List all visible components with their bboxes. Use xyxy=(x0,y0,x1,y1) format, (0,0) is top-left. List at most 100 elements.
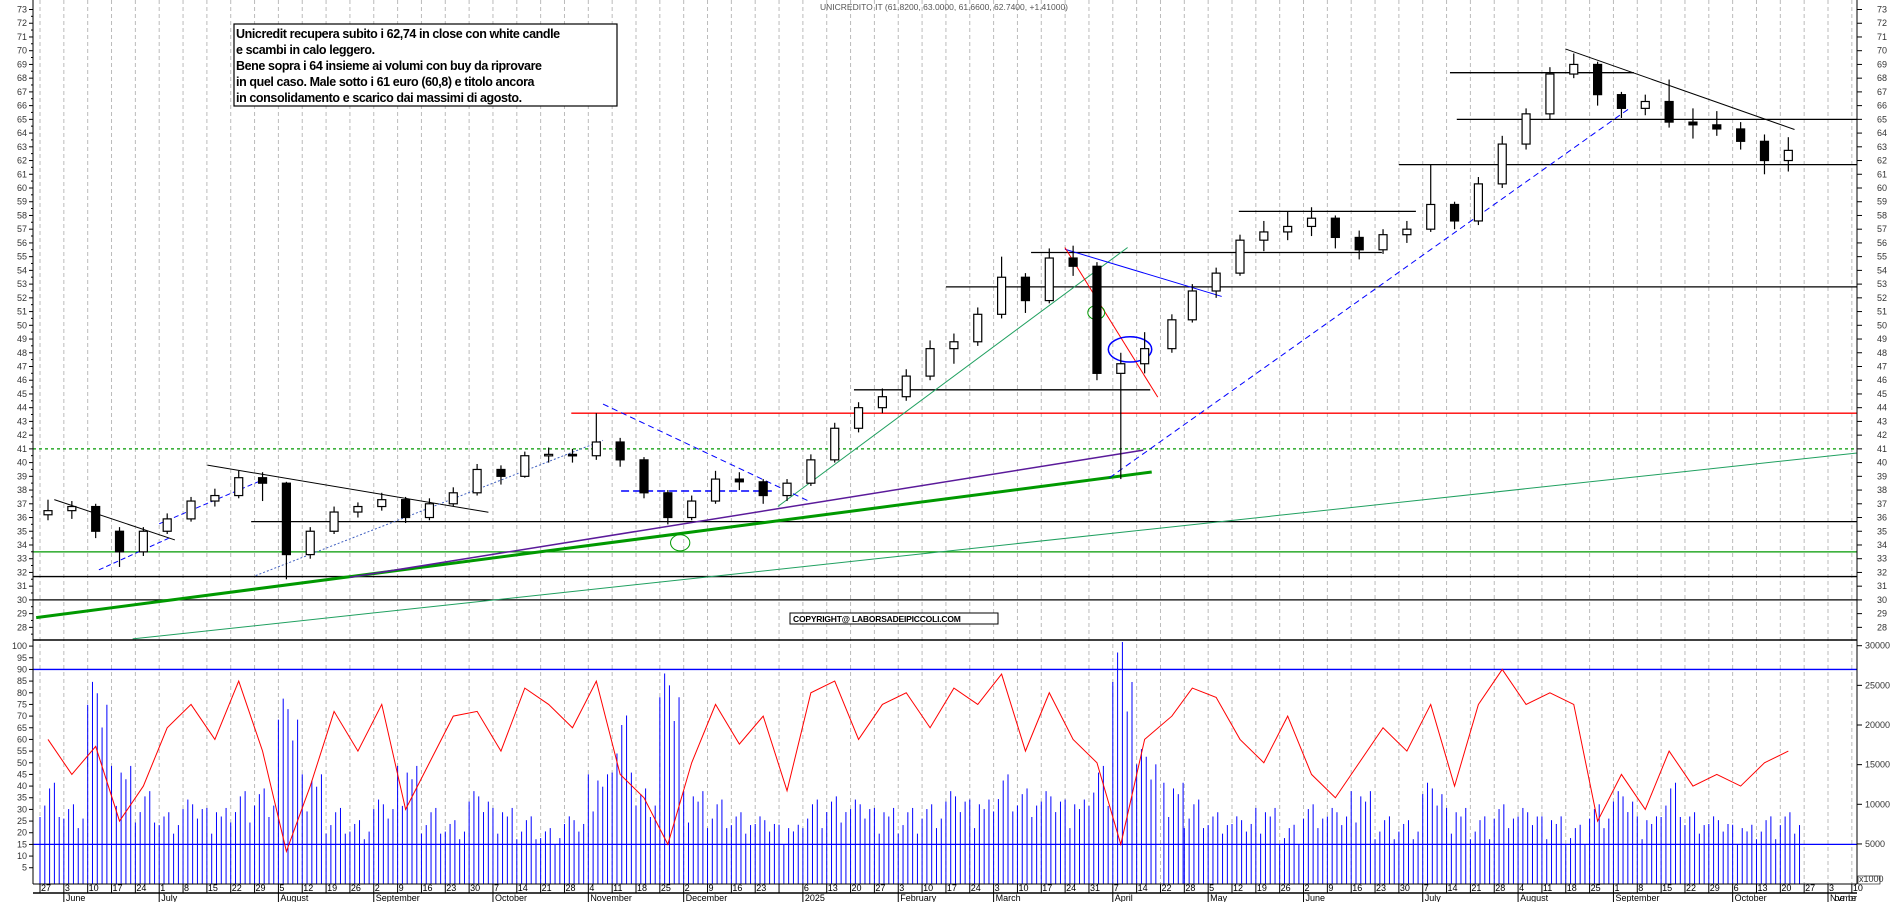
price-label-left: 58 xyxy=(17,210,27,220)
price-label-right: 32 xyxy=(1877,567,1887,577)
x-tick-label: 25 xyxy=(661,883,671,893)
x-tick-label: 13 xyxy=(828,883,838,893)
price-label-left: 72 xyxy=(17,18,27,28)
x-tick-label: 26 xyxy=(351,883,361,893)
candle-body xyxy=(806,459,816,484)
price-label-right: 47 xyxy=(1877,361,1887,371)
month-label: August xyxy=(280,893,309,902)
x-tick-label: 27 xyxy=(41,883,51,893)
price-label-right: 59 xyxy=(1877,197,1887,207)
month-label: June xyxy=(66,893,86,902)
candle-body xyxy=(281,482,291,556)
candle-body xyxy=(1545,73,1555,115)
trendline-green-long xyxy=(133,453,1858,639)
candle-body xyxy=(949,341,959,350)
horizontal-levels xyxy=(33,72,1857,846)
candle-body xyxy=(1092,265,1102,374)
price-label-left: 35 xyxy=(17,526,27,536)
price-label-left: 69 xyxy=(17,59,27,69)
candle-body xyxy=(138,530,148,553)
candle-body xyxy=(1378,234,1388,251)
candle-body xyxy=(1020,276,1031,302)
x-tick-label: 13 xyxy=(1757,883,1767,893)
price-label-right: 71 xyxy=(1877,32,1887,42)
candle-body xyxy=(901,375,911,398)
month-label: November xyxy=(1830,893,1857,902)
price-label-left: 32 xyxy=(17,567,27,577)
candle-body xyxy=(1044,257,1054,302)
candle-body xyxy=(615,441,625,461)
candle-body xyxy=(1402,228,1412,236)
x-tick-label: 22 xyxy=(232,883,242,893)
x-tick-label: 5 xyxy=(1209,883,1214,893)
oscillator-label: 10 xyxy=(17,851,27,861)
x-tick-label: 10 xyxy=(1018,883,1028,893)
price-label-right: 38 xyxy=(1877,485,1887,495)
candle-body xyxy=(1640,100,1650,109)
candle-body xyxy=(973,313,983,343)
price-label-right: 60 xyxy=(1877,183,1887,193)
price-label-left: 71 xyxy=(17,32,27,42)
month-label: December xyxy=(686,893,728,902)
price-label-right: 50 xyxy=(1877,320,1887,330)
price-label-right: 57 xyxy=(1877,224,1887,234)
x-tick-label: 10 xyxy=(923,883,933,893)
candle-body xyxy=(687,500,697,519)
price-label-right: 29 xyxy=(1877,609,1887,619)
price-label-right: 63 xyxy=(1877,142,1887,152)
price-label-left: 33 xyxy=(17,554,27,564)
volume-label: 15000 xyxy=(1865,760,1890,770)
blue-ellipse-april xyxy=(1108,337,1151,362)
candle-body xyxy=(1259,231,1269,241)
candle-body xyxy=(1426,203,1436,230)
price-label-right: 72 xyxy=(1877,18,1887,28)
price-label-left: 50 xyxy=(17,320,27,330)
price-label-right: 53 xyxy=(1877,279,1887,289)
x-tick-label: 24 xyxy=(136,883,146,893)
candle-body xyxy=(1712,124,1722,130)
candle-body xyxy=(114,530,125,553)
oscillator-label: 80 xyxy=(17,688,27,698)
x-tick-label: 16 xyxy=(732,883,742,893)
price-label-left: 53 xyxy=(17,279,27,289)
price-label-left: 29 xyxy=(17,609,27,619)
copyright-box: COPYRIGHT@ LABORSADEIPICCOLI.COM xyxy=(789,612,999,625)
x-tick-label: 6 xyxy=(1734,883,1739,893)
price-label-right: 39 xyxy=(1877,471,1887,481)
price-label-right: 62 xyxy=(1877,156,1887,166)
price-label-right: 30 xyxy=(1877,595,1887,605)
axes: 27 3 10 17 24 1 8 15 22 29 5 12 19 26 2 9 16 23 30 7 14 21 28 4… xyxy=(12,0,1890,902)
x-tick-label: 27 xyxy=(875,883,885,893)
annotation-line: in quel caso. Male sotto i 61 euro (60,8… xyxy=(236,75,536,89)
volume-bars xyxy=(39,642,1801,884)
x-tick-label: 20 xyxy=(852,883,862,893)
month-label: May xyxy=(1210,893,1228,902)
oscillator-label: 35 xyxy=(17,793,27,803)
candle-body xyxy=(401,499,411,519)
x-tick-label: 18 xyxy=(1567,883,1577,893)
candle-body xyxy=(448,492,458,505)
candle-body xyxy=(877,396,888,409)
chart-title: UNICREDITO IT (61.8200, 63.0000, 61.6600… xyxy=(820,2,1068,12)
x-tick-label: 5 xyxy=(279,883,284,893)
x-tick-label: 21 xyxy=(542,883,552,893)
price-label-left: 41 xyxy=(17,444,27,454)
x-tick-label: 9 xyxy=(1328,883,1333,893)
price-label-right: 65 xyxy=(1877,114,1887,124)
price-label-left: 55 xyxy=(17,252,27,262)
x-tick-label: 26 xyxy=(1281,883,1291,893)
candle-body xyxy=(1140,348,1150,365)
x-tick-label: 16 xyxy=(1352,883,1362,893)
candle-body xyxy=(1211,272,1221,292)
price-label-right: 70 xyxy=(1877,46,1887,56)
price-label-right: 58 xyxy=(1877,210,1887,220)
oscillator-label: 100 xyxy=(12,641,27,651)
trendline-june-up xyxy=(99,538,169,570)
price-label-left: 68 xyxy=(17,73,27,83)
candle-body xyxy=(925,348,935,377)
candle-body xyxy=(1521,113,1531,145)
price-label-right: 51 xyxy=(1877,307,1887,317)
price-label-left: 67 xyxy=(17,87,27,97)
price-label-left: 36 xyxy=(17,513,27,523)
